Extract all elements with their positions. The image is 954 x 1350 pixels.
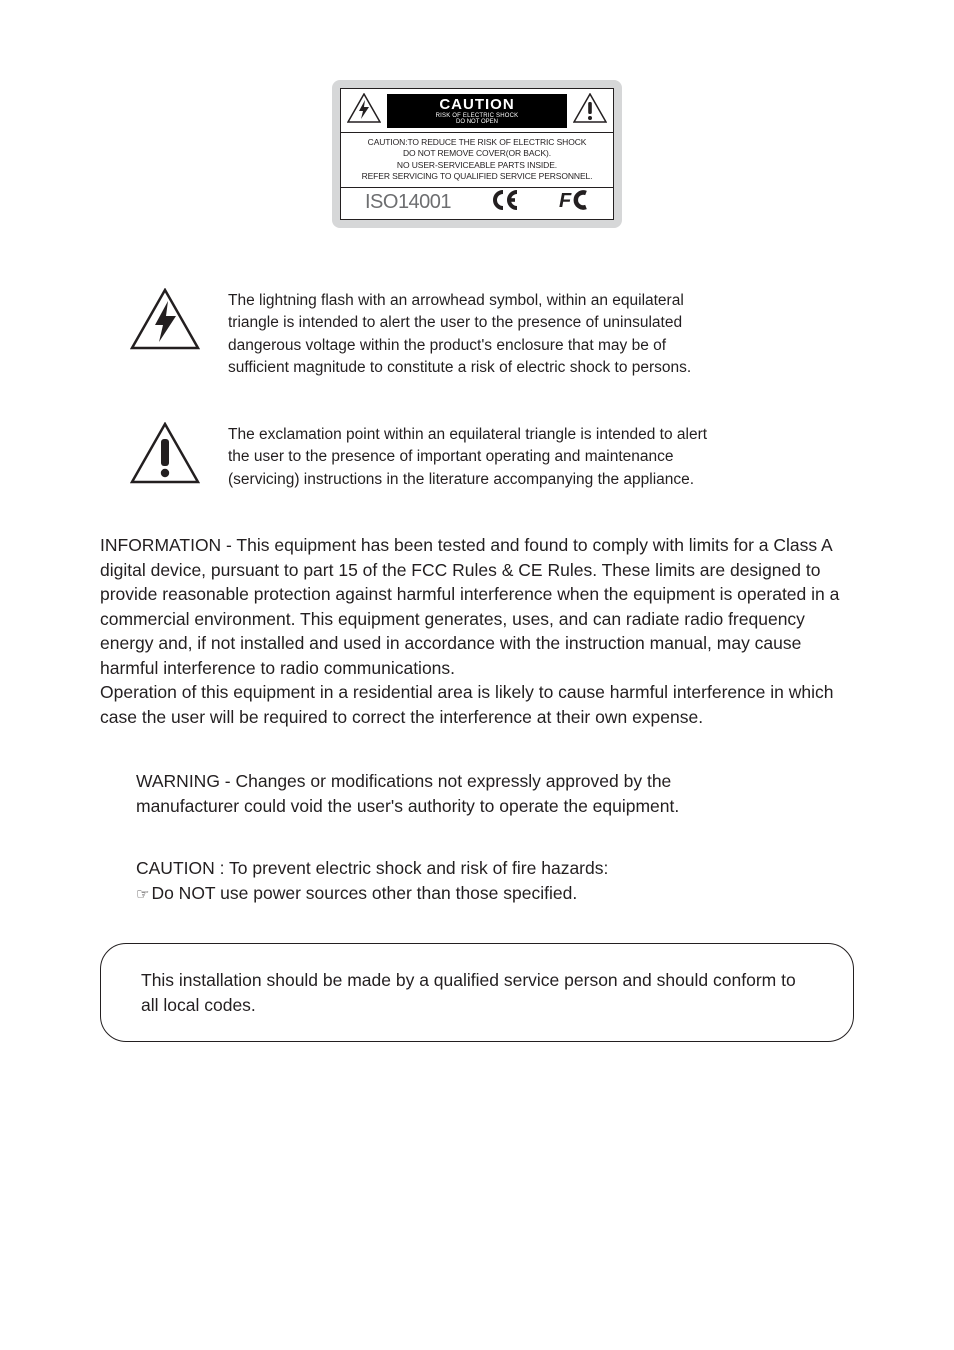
caution-mid-line1: CAUTION:TO REDUCE THE RISK OF ELECTRIC S…: [343, 137, 611, 148]
caution-sub2: DO NOT OPEN: [389, 119, 565, 125]
caution-label-inner: CAUTION RISK OF ELECTRIC SHOCK DO NOT OP…: [340, 88, 614, 220]
warning-text: WARNING - Changes or modifications not e…: [136, 769, 756, 818]
iso-text: ISO14001: [365, 191, 451, 214]
exclamation-explanation-row: The exclamation point within an equilate…: [130, 422, 854, 491]
caution-label: CAUTION RISK OF ELECTRIC SHOCK DO NOT OP…: [332, 80, 622, 228]
fc-mark-icon: F: [559, 190, 589, 215]
pointer-icon: ☞: [136, 886, 149, 903]
caution-mid-text: CAUTION:TO REDUCE THE RISK OF ELECTRIC S…: [341, 133, 613, 188]
caution-mid-line4: REFER SERVICING TO QUALIFIED SERVICE PER…: [343, 171, 611, 182]
lightning-explanation-row: The lightning flash with an arrowhead sy…: [130, 288, 854, 380]
ce-mark-icon: [491, 190, 519, 215]
svg-text:F: F: [559, 190, 572, 210]
lightning-triangle-icon: [130, 288, 200, 355]
page: CAUTION RISK OF ELECTRIC SHOCK DO NOT OP…: [0, 0, 954, 1102]
caution-title: CAUTION: [389, 96, 565, 113]
caution-mid-line3: NO USER-SERVICEABLE PARTS INSIDE.: [343, 160, 611, 171]
installation-note: This installation should be made by a qu…: [100, 943, 854, 1042]
exclamation-explanation-text: The exclamation point within an equilate…: [228, 422, 708, 491]
caution-line1: CAUTION : To prevent electric shock and …: [136, 856, 756, 881]
lightning-triangle-icon: [347, 93, 381, 128]
caution-title-block: CAUTION RISK OF ELECTRIC SHOCK DO NOT OP…: [387, 94, 567, 128]
caution-label-top-row: CAUTION RISK OF ELECTRIC SHOCK DO NOT OP…: [341, 89, 613, 133]
information-text: INFORMATION - This equipment has been te…: [100, 533, 854, 729]
exclamation-triangle-icon: [573, 93, 607, 128]
caution-bottom-row: ISO14001 F: [341, 188, 613, 219]
lightning-explanation-text: The lightning flash with an arrowhead sy…: [228, 288, 708, 380]
exclamation-triangle-icon: [130, 422, 200, 489]
caution-line2: ☞Do NOT use power sources other than tho…: [136, 881, 756, 906]
caution-mid-line2: DO NOT REMOVE COVER(OR BACK).: [343, 148, 611, 159]
caution-text: CAUTION : To prevent electric shock and …: [136, 856, 756, 905]
